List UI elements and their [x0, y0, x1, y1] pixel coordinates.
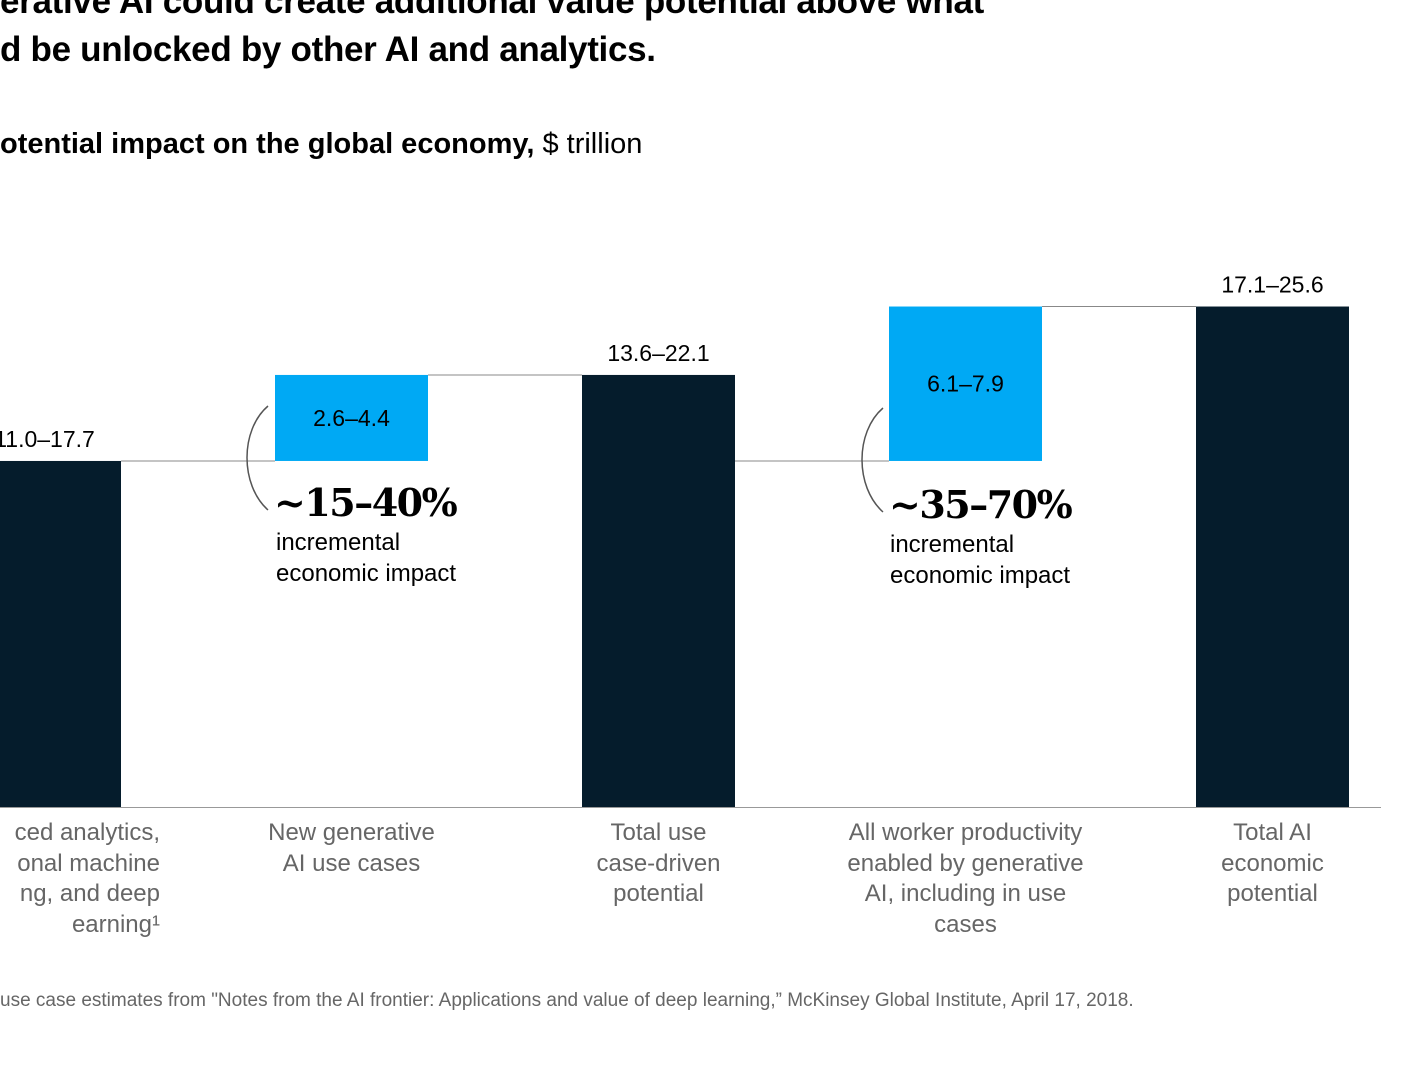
category-label-line: enabled by generative	[847, 849, 1084, 877]
category-label-line: earning¹	[71, 910, 160, 938]
category-label-line: AI use cases	[282, 849, 421, 877]
annotation-2-line: economic impact	[890, 562, 1071, 589]
subtitle-unit: $ trillion	[534, 128, 643, 160]
category-label-line: All worker productivity	[848, 819, 1083, 846]
category-label-line: case-driven	[596, 849, 721, 877]
value-label-4: 6.1–7.9	[927, 371, 1004, 397]
annotation-1-bracket	[246, 405, 269, 511]
value-label-1: 11.0–17.7	[0, 426, 95, 452]
annotation-1-line: incremental	[276, 529, 401, 556]
category-label-3: Total use case-driven potential	[519, 818, 799, 910]
chart-subtitle: otential impact on the global economy, $…	[0, 128, 642, 161]
bar-1	[0, 460, 121, 807]
title-line-1: erative AI could create additional value…	[0, 0, 985, 21]
subtitle-bold: otential impact on the global economy,	[0, 128, 535, 160]
category-label-line: Total AI	[1233, 819, 1312, 846]
value-label-3: 13.6–22.1	[607, 340, 709, 366]
category-label-line: cases	[934, 910, 997, 938]
annotation-2-bracket	[861, 407, 884, 513]
bar-5	[1196, 306, 1349, 807]
bar-2	[275, 374, 428, 461]
category-label-line: AI, including in use	[864, 880, 1067, 907]
annotation-1-text: incremental economic impact	[276, 527, 456, 589]
title-line-2: d be unlocked by other AI and analytics.	[0, 30, 656, 69]
category-label-1: ced analytics, onal machine ng, and deep ea…	[0, 818, 160, 940]
category-label-line: onal machine	[17, 849, 160, 877]
category-label-line: ng, and deep	[19, 880, 160, 907]
bar-4	[889, 306, 1042, 461]
value-label-5: 17.1–25.6	[1221, 272, 1323, 298]
category-label-5: Total AI economic potential	[1133, 818, 1401, 910]
annotation-1-value: ~15–40%	[274, 480, 458, 525]
value-label-2: 2.6–4.4	[313, 405, 390, 431]
category-label-4: All worker productivity enabled by genera…	[826, 818, 1106, 940]
category-label-line: Total use	[610, 819, 707, 846]
annotation-2-line: incremental	[890, 531, 1015, 558]
category-label-line: ced analytics,	[14, 819, 160, 846]
category-label-line: economic	[1221, 849, 1324, 877]
annotation-1-line: economic impact	[276, 560, 457, 587]
category-label-line: potential	[613, 880, 704, 907]
category-label-line: potential	[1227, 880, 1318, 907]
annotation-2-value: ~35–70%	[889, 482, 1073, 527]
category-label-2: New generative AI use cases	[212, 818, 492, 879]
bar-3	[582, 374, 735, 807]
annotation-2-text: incremental economic impact	[890, 529, 1070, 591]
footnote: use case estimates from "Notes from the …	[0, 990, 1134, 1011]
category-label-line: New generative	[268, 819, 435, 846]
